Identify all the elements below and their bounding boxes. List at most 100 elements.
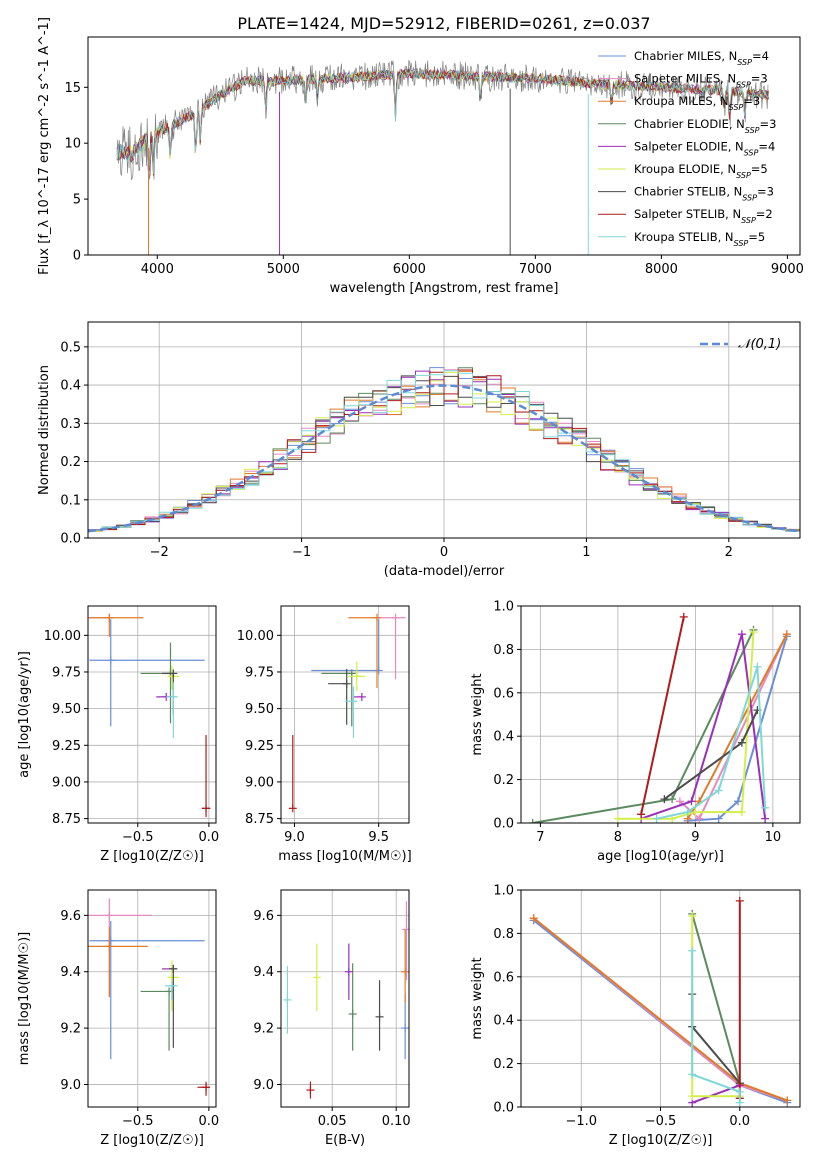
legend-label: Chabrier MILES, NSSP=4 [634, 49, 769, 67]
x-tick-label: 10 [765, 830, 782, 845]
x-axis-label: age [log10(age/yr)] [597, 849, 724, 864]
weight-marker [753, 662, 762, 671]
panel-age_vs_Z: −0.5 0.0 8.75 9.00 9.25 9.50 9.75 10.00 Z [log10… [17, 605, 220, 864]
weight-marker [783, 1096, 792, 1105]
axes-frame [87, 605, 217, 824]
y-tick-label: 9.6 [60, 909, 81, 924]
y-tick-label: 9.0 [253, 1078, 274, 1093]
errorbar-point-7 [306, 1081, 315, 1099]
y-tick-label: 9.50 [52, 702, 81, 717]
y-tick-label: 9.4 [60, 965, 81, 980]
errorbar-point-3 [348, 963, 357, 1051]
weight-line-7 [640, 616, 685, 815]
y-tick-label: 0.6 [493, 970, 514, 985]
axes-frame [520, 605, 801, 824]
legend-label: Chabrier STELIB, NSSP=3 [634, 185, 774, 203]
y-tick-label: 10.00 [237, 629, 274, 644]
panel-spectrum: 4000 5000 6000 7000 8000 9000 0 5 10 15 wavelength… [37, 17, 804, 296]
errorbar-point-1 [402, 901, 409, 981]
y-tick-label: 1.0 [493, 600, 514, 615]
errorbar-point-0 [311, 619, 383, 675]
weight-marker [749, 628, 758, 637]
panel-weight_vs_Z: −1.0 −0.5 0.0 0.0 0.2 0.4 0.6 0.8 1.0 Z [log10(Z/… [470, 884, 801, 1148]
y-tick-label: 0.2 [60, 455, 81, 470]
x-tick-label: 8000 [645, 262, 678, 277]
y-tick-label: 8.75 [52, 812, 81, 827]
x-tick-label: 0.0 [199, 830, 220, 845]
x-tick-label: −2 [150, 545, 169, 560]
weight-marker [529, 914, 538, 923]
errorbar-point-0 [401, 994, 409, 1060]
errorbar-point-5 [348, 661, 366, 692]
x-axis-label: mass [log10(M/M☉)] [278, 849, 411, 864]
y-tick-label: 9.75 [245, 665, 274, 680]
y-tick-label: 0.3 [60, 417, 81, 432]
errorbar-point-0 [89, 619, 205, 727]
y-tick-label: 9.25 [52, 739, 81, 754]
y-tick-label: 10 [64, 137, 81, 152]
weight-marker [613, 814, 622, 823]
x-tick-label: 4000 [141, 262, 174, 277]
weight-marker [679, 612, 688, 621]
errorbar-point-4 [344, 943, 353, 1000]
plot-area-age_vs_mass [288, 613, 406, 813]
legend-label: Salpeter MILES, NSSP=3 [634, 72, 768, 90]
weight-marker [687, 797, 696, 806]
panel-residuals: −2 −1 0 1 2 0.0 0.1 0.2 0.3 0.4 0.5 (data-model)/er… [37, 321, 801, 579]
x-tick-label: 0.0 [729, 1114, 750, 1129]
x-tick-label: 9.0 [284, 830, 305, 845]
errorbar-point-7 [201, 735, 211, 818]
y-tick-label: 9.50 [245, 702, 274, 717]
errorbar-point-3 [140, 642, 175, 724]
spectrum-legend: Chabrier MILES, NSSP=4 Salpeter MILES, NS… [598, 49, 776, 247]
weight-marker [668, 795, 677, 804]
weight-marker [735, 896, 744, 905]
x-tick-label: −1 [292, 545, 311, 560]
plot-area-spectrum [116, 59, 769, 255]
y-tick-label: 9.2 [253, 1022, 274, 1037]
weight-marker [652, 814, 661, 823]
weight-marker [688, 1070, 697, 1079]
y-tick-label: 0.4 [493, 1014, 514, 1029]
y-tick-label: 8.75 [245, 812, 274, 827]
x-axis-label: (data-model)/error [384, 564, 505, 579]
weight-marker [688, 912, 697, 921]
weight-marker [737, 630, 746, 639]
weight-marker [737, 808, 746, 817]
weight-marker [761, 803, 770, 812]
y-axis-label: mass weight [470, 673, 485, 755]
y-tick-label: 9.00 [52, 775, 81, 790]
y-axis-label: mass [log10(M/M☉)] [17, 932, 32, 1065]
x-axis-label: Z [log10(Z/Z☉)] [100, 849, 204, 864]
errorbar-point-6 [375, 980, 384, 1051]
x-tick-label: 7000 [519, 262, 552, 277]
y-tick-label: 0.8 [493, 643, 514, 658]
legend-label: Chabrier ELODIE, NSSP=3 [634, 117, 776, 135]
y-tick-label: 0.0 [60, 532, 81, 547]
weight-marker [735, 1087, 744, 1096]
errorbar-point-8 [166, 682, 178, 738]
weight-marker [761, 814, 770, 823]
x-tick-label: −1.0 [565, 1114, 597, 1129]
y-tick-label: 5 [73, 193, 81, 208]
errorbar-point-6 [328, 669, 351, 725]
y-tick-label: 0.8 [493, 927, 514, 942]
errorbar-point-3 [140, 987, 174, 1051]
y-tick-label: 9.00 [245, 775, 274, 790]
weight-marker [688, 1092, 697, 1101]
errorbar-point-3 [321, 669, 356, 727]
y-axis-label: mass weight [470, 957, 485, 1039]
x-tick-label: 5000 [267, 262, 300, 277]
x-tick-label: −0.5 [122, 1114, 154, 1129]
y-tick-label: 0.4 [493, 730, 514, 745]
plot-area-age_vs_Z [88, 613, 211, 818]
y-axis-label: age [log10(age/yr)] [17, 651, 32, 778]
weight-marker [714, 786, 723, 795]
legend-label: Kroupa ELODIE, NSSP=5 [634, 162, 768, 180]
x-tick-label: 0.05 [318, 1114, 347, 1129]
legend-label: Salpeter ELODIE, NSSP=4 [634, 139, 775, 157]
weight-marker [660, 795, 669, 804]
x-axis-label: Z [log10(Z/Z☉)] [100, 1133, 204, 1148]
weight-line-3 [532, 629, 755, 823]
